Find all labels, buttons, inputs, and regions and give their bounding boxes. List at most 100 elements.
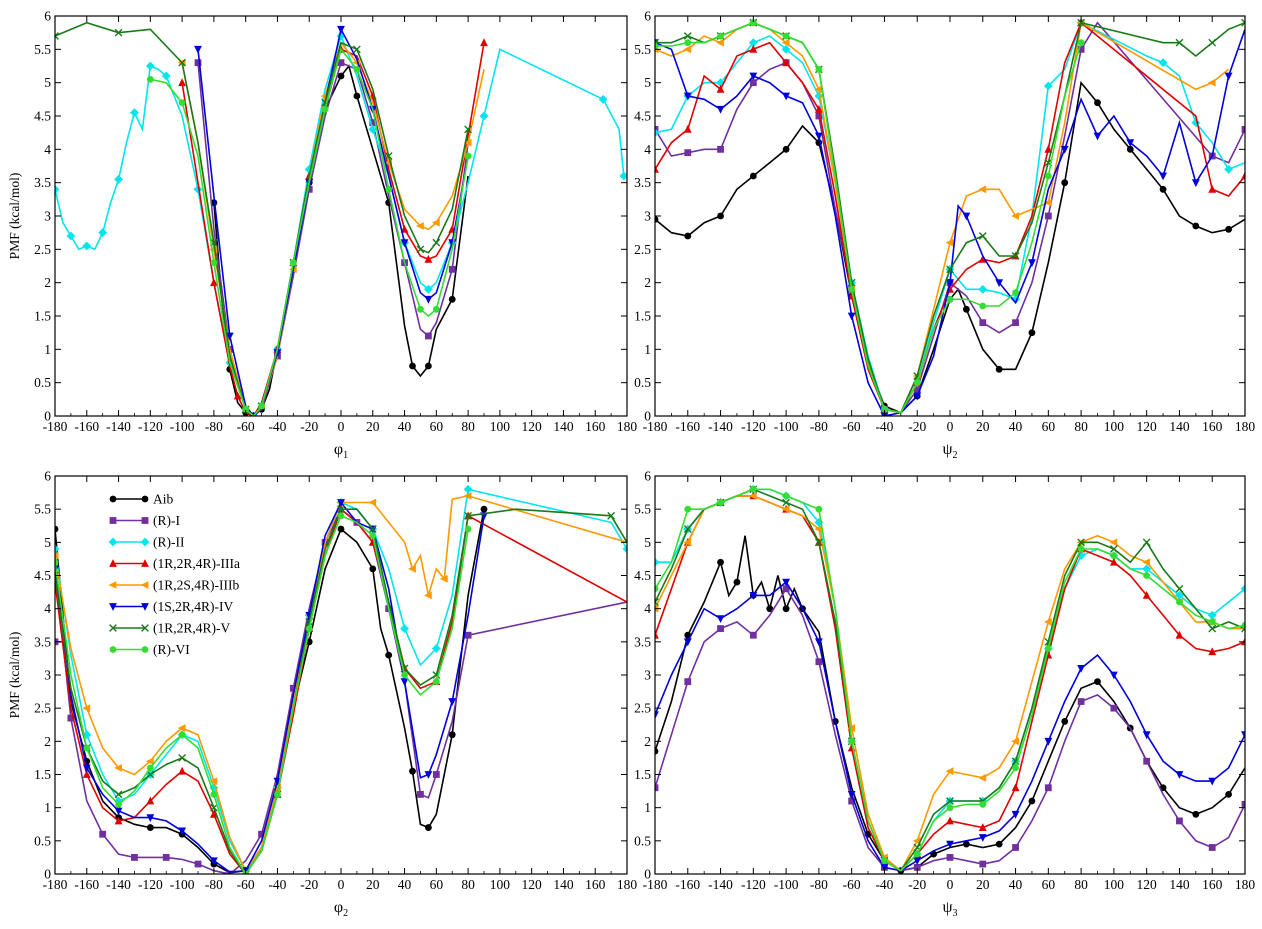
data-point — [717, 145, 724, 153]
y-tick-label: 4.5 — [634, 568, 651, 583]
series-line — [655, 29, 1245, 416]
data-point — [1028, 259, 1036, 268]
series-(1R,2S,4R)-IIIb — [55, 492, 627, 874]
data-point — [432, 305, 440, 313]
data-point — [995, 279, 1004, 288]
legend-label: Aib — [153, 492, 174, 507]
data-point — [432, 771, 440, 778]
x-tick-label: 80 — [461, 877, 475, 892]
x-tick-label: 20 — [366, 419, 380, 434]
x-tick-label: 140 — [1169, 419, 1190, 434]
data-point — [55, 544, 60, 554]
data-point — [619, 171, 627, 181]
data-point — [782, 605, 790, 613]
data-point — [815, 658, 823, 666]
data-point — [161, 71, 171, 81]
data-point — [1012, 844, 1019, 851]
x-axis-label: ψ3 — [942, 899, 957, 919]
data-point — [353, 92, 361, 100]
data-point — [1077, 39, 1085, 47]
x-tick-label: -60 — [843, 877, 861, 892]
data-point — [448, 265, 456, 273]
data-point — [337, 59, 345, 67]
chart-panel-bottom-left: -180 -160 -140 -120 -100 -80 -60 -40 -20 0 20 40 60 8… — [7, 469, 637, 920]
data-point — [209, 803, 218, 812]
x-tick-label: -120 — [138, 419, 163, 434]
data-point — [464, 125, 473, 134]
data-point — [607, 511, 616, 520]
data-point — [781, 505, 790, 514]
data-point — [782, 498, 791, 507]
data-point — [913, 857, 922, 866]
x-tick-label: 60 — [1042, 877, 1056, 892]
x-tick-label: -20 — [908, 877, 926, 892]
y-tick-label: 2.5 — [634, 701, 651, 716]
data-point — [1208, 184, 1217, 193]
data-point — [782, 585, 790, 593]
data-point — [684, 149, 692, 157]
data-point — [815, 505, 823, 513]
series-line — [181, 41, 485, 416]
data-point — [55, 558, 59, 566]
legend-label: (R)-VI — [153, 642, 190, 657]
series-(R)-II — [55, 31, 627, 416]
data-point — [978, 254, 987, 263]
data-point — [979, 860, 987, 868]
series-(1R,2R,4R)-V — [55, 21, 473, 416]
data-point — [210, 259, 218, 267]
x-axis-label-symbol: φ — [334, 441, 343, 458]
data-point — [400, 224, 409, 233]
data-point — [655, 747, 659, 755]
series-(R)-I — [655, 21, 1245, 414]
y-tick-label: 3.5 — [634, 175, 651, 190]
data-point — [749, 79, 757, 87]
y-tick-label: 1 — [44, 342, 51, 357]
data-point — [304, 164, 314, 174]
series-line — [655, 21, 1245, 414]
data-point — [749, 631, 757, 639]
legend-item: (R)-II — [108, 535, 185, 550]
data-point — [1208, 618, 1216, 626]
data-point — [1028, 797, 1036, 805]
data-point — [1011, 737, 1019, 746]
legend-item: (1S,2R,4R)-IV — [109, 599, 233, 614]
x-tick-label: -140 — [708, 877, 733, 892]
x-tick-label: -180 — [643, 877, 668, 892]
legend-marker — [108, 537, 118, 547]
data-point — [1142, 731, 1151, 740]
y-tick-label: 0.5 — [34, 375, 51, 390]
data-point — [145, 61, 155, 71]
data-point — [1077, 545, 1085, 553]
data-point — [209, 857, 218, 866]
y-tick-label: 4 — [644, 601, 651, 616]
x-tick-label: 180 — [1235, 419, 1256, 434]
x-tick-label: -100 — [774, 419, 799, 434]
series-line — [655, 21, 1230, 414]
x-tick-label: -60 — [843, 419, 861, 434]
series-(R)-VI — [655, 19, 1085, 414]
data-point — [1143, 572, 1151, 579]
data-point — [209, 777, 218, 786]
legend-marker — [141, 646, 149, 653]
data-point — [655, 128, 660, 138]
data-point — [1061, 179, 1069, 187]
data-point — [448, 295, 456, 303]
data-point — [1094, 99, 1101, 107]
series-line — [655, 580, 1245, 872]
data-point — [716, 78, 725, 88]
data-point — [369, 532, 377, 540]
data-point — [847, 791, 856, 799]
series-(1R,2R,4R)-IIIa — [655, 18, 1245, 414]
data-point — [1044, 144, 1053, 153]
y-tick-label: 6 — [644, 469, 651, 484]
y-tick-label: 3.5 — [34, 175, 51, 190]
y-tick-label: 2 — [644, 734, 651, 749]
data-point — [717, 625, 724, 632]
data-point — [385, 651, 393, 659]
y-tick-label: 2 — [644, 275, 651, 290]
x-tick-label: -140 — [106, 877, 131, 892]
data-point — [1240, 584, 1245, 594]
legend-item: (1R,2R,4R)-IIIa — [109, 556, 240, 571]
data-point — [995, 365, 1003, 373]
y-tick-label: 5 — [644, 535, 651, 550]
